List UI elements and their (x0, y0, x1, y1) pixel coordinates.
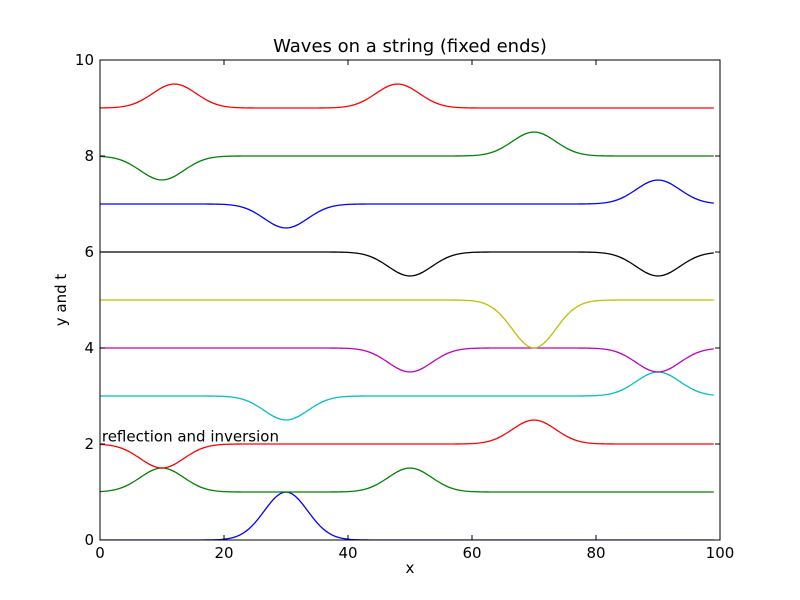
y-tick-label: 10 (75, 51, 94, 69)
series-line-2 (100, 419, 714, 469)
y-tick-label: 0 (84, 531, 94, 549)
y-tick-label: 2 (84, 435, 94, 453)
annotation-reflection: reflection and inversion (102, 428, 279, 446)
y-axis-label: y and t (52, 274, 70, 327)
plot-frame (99, 59, 721, 541)
ticks-layer: 0 20 40 60 80 100 0 2 4 6 8 10 (75, 51, 734, 562)
x-axis-label: x (406, 559, 415, 577)
series-line-5 (100, 299, 714, 349)
y-tick-label: 4 (84, 339, 94, 357)
x-tick-label: 60 (462, 544, 481, 562)
y-tick-label: 6 (84, 243, 94, 261)
series-line-3 (100, 371, 714, 421)
series-line-9 (100, 83, 714, 109)
y-tick-label: 8 (84, 147, 94, 165)
x-tick-label: 20 (214, 544, 233, 562)
x-tick-label: 100 (706, 544, 735, 562)
x-tick-label: 40 (338, 544, 357, 562)
x-tick-label: 80 (586, 544, 605, 562)
series-line-7 (100, 179, 714, 229)
x-tick-label: 0 (95, 544, 105, 562)
chart-title: Waves on a string (fixed ends) (273, 36, 547, 57)
series-line-1 (100, 467, 714, 493)
series-line-4 (100, 347, 714, 373)
series-line-8 (100, 131, 714, 181)
series-line-6 (100, 251, 714, 277)
